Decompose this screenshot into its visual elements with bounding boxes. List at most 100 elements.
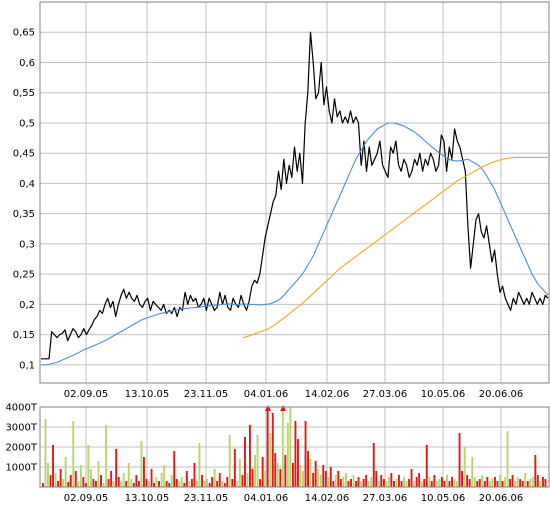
- volume-bar: [423, 479, 426, 487]
- volume-bar: [418, 473, 421, 487]
- volume-bar: [471, 457, 474, 487]
- volume-bar: [519, 479, 522, 487]
- volume-bar: [211, 477, 214, 487]
- volume-bar: [309, 459, 312, 487]
- volume-bar: [314, 461, 317, 487]
- volume-bar: [317, 469, 320, 487]
- volume-bar: [357, 477, 360, 487]
- volume-bar: [231, 479, 234, 487]
- volume-bar: [524, 473, 527, 487]
- volume-bar: [372, 443, 375, 487]
- volume-bar: [264, 471, 267, 487]
- volume-bar: [405, 481, 408, 487]
- volume-bar: [54, 473, 57, 487]
- volume-x-tick-label: 10.05.06: [421, 493, 466, 504]
- volume-bar: [115, 449, 118, 487]
- volume-bar: [201, 475, 203, 487]
- volume-bar: [92, 479, 95, 487]
- volume-bar: [339, 479, 342, 487]
- volume-y-tick-label: 2000T: [5, 443, 37, 454]
- volume-bar: [420, 481, 423, 487]
- volume-bar: [47, 463, 49, 487]
- price-y-tick-label: 0,4: [19, 179, 35, 190]
- volume-bar: [160, 473, 163, 487]
- volume-overflow-arrow-icon: [265, 405, 271, 411]
- volume-bar: [244, 437, 246, 487]
- price-y-tick-label: 0,25: [13, 270, 35, 281]
- volume-bar: [539, 481, 542, 487]
- volume-bar: [236, 481, 239, 487]
- price-x-tick-label: 10.05.06: [421, 389, 466, 400]
- volume-bar: [494, 477, 496, 487]
- volume-panel: 1000T 2000T 3000T 4000T 02.09.05 13.10.05 23.1…: [5, 403, 550, 504]
- volume-bar: [483, 481, 486, 487]
- volume-bar: [324, 471, 327, 487]
- volume-bar: [145, 479, 148, 487]
- volume-bar: [496, 481, 499, 487]
- volume-bar: [440, 477, 443, 487]
- price-x-tick-label: 13.10.05: [125, 389, 170, 400]
- price-y-tick-label: 0,55: [13, 88, 35, 99]
- volume-bar: [350, 479, 352, 487]
- price-y-tick-label: 0,15: [13, 330, 35, 341]
- volume-overflow-arrow-icon: [280, 405, 287, 411]
- volume-x-tick-label: 13.10.05: [125, 493, 170, 504]
- volume-bar: [456, 481, 458, 487]
- volume-bar: [120, 482, 123, 487]
- volume-bar: [137, 481, 140, 487]
- volume-bar: [72, 421, 75, 487]
- volume-bar: [271, 413, 274, 487]
- volume-bar: [466, 475, 469, 487]
- price-panel: 0,1 0,15 0,2 0,25 0,3 0,35 0,4 0,45 0,5 0,55 0,6 0,…: [13, 1, 550, 400]
- volume-bar: [112, 481, 115, 487]
- volume-bar: [135, 475, 138, 487]
- volume-bar: [294, 421, 297, 487]
- volume-bar: [59, 469, 62, 487]
- volume-x-tick-label: 20.06.06: [479, 493, 524, 504]
- volume-bar: [468, 479, 471, 487]
- volume-bar: [127, 463, 130, 487]
- volume-bar: [375, 471, 378, 487]
- volume-bar: [90, 469, 92, 487]
- volume-bar: [284, 455, 287, 487]
- volume-bar: [276, 463, 279, 487]
- volume-x-tick-label: 02.09.05: [64, 493, 109, 504]
- volume-bar: [95, 481, 97, 487]
- volume-bar: [289, 407, 292, 487]
- volume-bar: [178, 481, 181, 487]
- price-plot-area: [40, 2, 549, 383]
- volume-bar: [233, 449, 236, 487]
- volume-bar: [223, 483, 226, 487]
- volume-bar: [481, 475, 484, 487]
- volume-bar: [428, 477, 431, 487]
- volume-bar: [218, 473, 221, 487]
- volume-bar: [158, 481, 160, 487]
- volume-bar: [206, 479, 208, 487]
- volume-bar: [64, 457, 67, 487]
- volume-bar: [337, 471, 340, 487]
- price-y-tick-label: 0,35: [13, 209, 35, 220]
- volume-bar: [398, 475, 400, 487]
- volume-bar: [185, 471, 188, 487]
- volume-bar: [461, 471, 463, 487]
- volume-bar: [168, 483, 171, 487]
- volume-bar: [213, 469, 216, 487]
- volume-bar: [408, 479, 410, 487]
- volume-bar: [478, 479, 481, 487]
- volume-bar: [307, 451, 309, 487]
- price-x-tick-label: 20.06.06: [479, 389, 524, 400]
- volume-bar: [44, 419, 47, 487]
- volume-bar: [463, 447, 466, 487]
- volume-bar: [355, 481, 357, 487]
- volume-bar: [430, 481, 433, 487]
- volume-bar: [521, 481, 524, 487]
- volume-bar: [221, 481, 224, 487]
- volume-bar: [274, 453, 277, 487]
- volume-bar: [74, 471, 77, 487]
- volume-bar: [387, 477, 390, 487]
- volume-bar: [403, 477, 405, 487]
- volume-bar: [77, 481, 80, 487]
- volume-bar: [299, 465, 302, 487]
- volume-bar: [536, 475, 539, 487]
